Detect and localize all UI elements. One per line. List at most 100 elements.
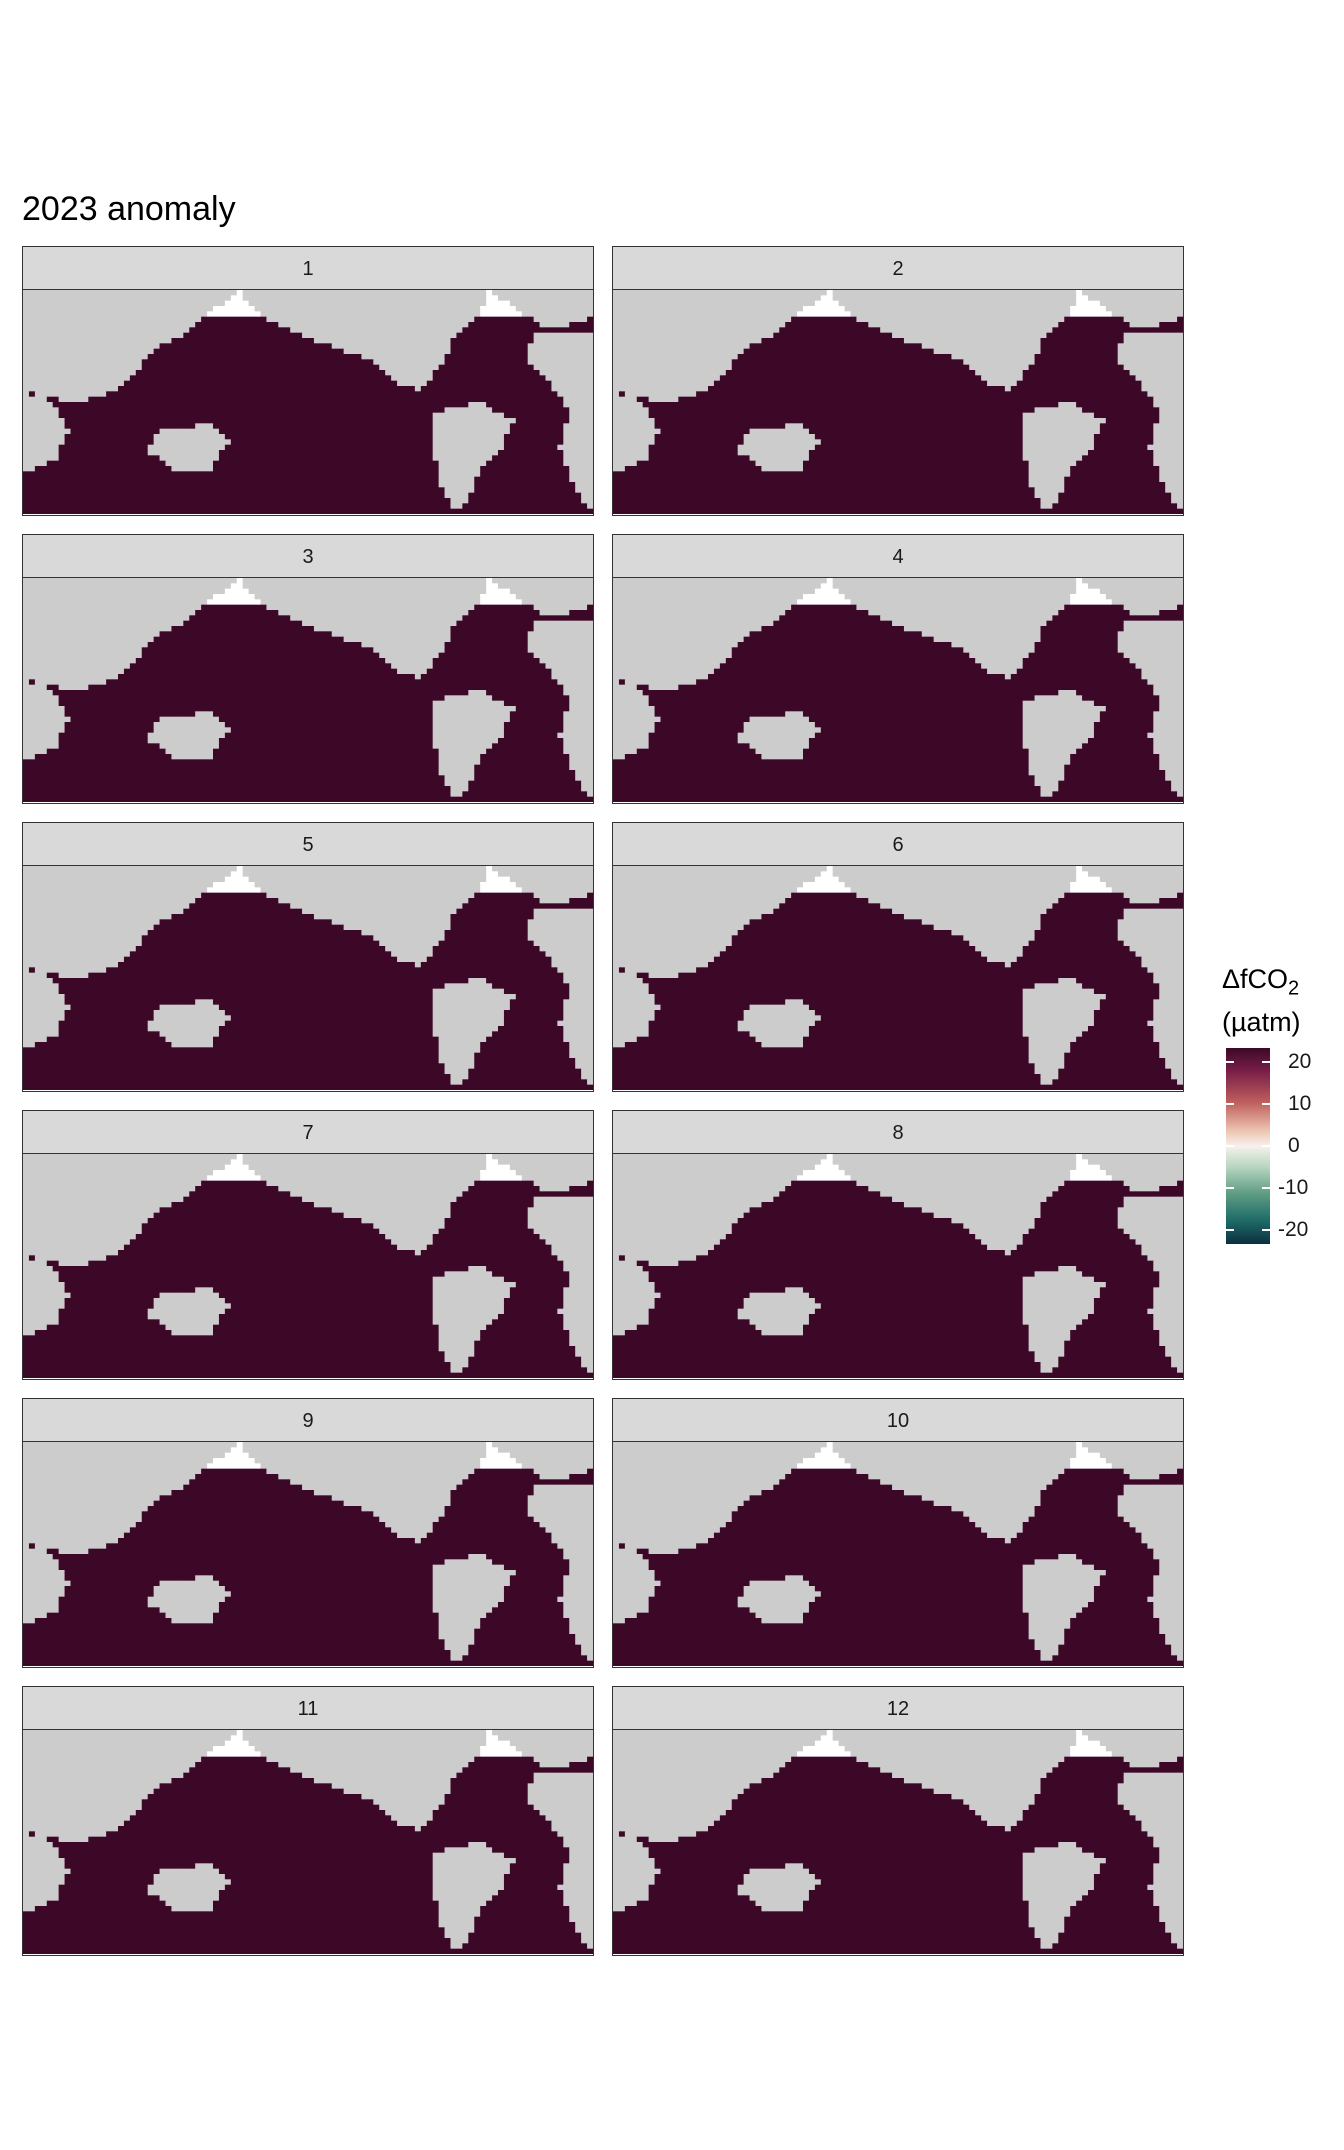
- anomaly-cell: [76, 466, 83, 472]
- land-cell: [569, 300, 576, 307]
- land-cell: [880, 300, 887, 307]
- anomaly-cell: [486, 338, 493, 344]
- anomaly-cell: [785, 332, 792, 339]
- anomaly-cell: [367, 375, 374, 382]
- land-cell: [302, 311, 309, 318]
- anomaly-cell: [189, 402, 196, 408]
- land-cell: [1004, 295, 1012, 302]
- land-cell: [76, 343, 83, 350]
- anomaly-cell: [272, 332, 279, 339]
- anomaly-cell: [515, 487, 523, 494]
- anomaly-cell: [58, 407, 65, 414]
- anomaly-cell: [779, 327, 786, 334]
- anomaly-cell: [248, 343, 255, 350]
- land-cell: [403, 375, 410, 382]
- land-cell: [201, 434, 208, 440]
- anomaly-cell: [236, 412, 244, 419]
- land-cell: [1004, 316, 1012, 323]
- land-cell: [52, 338, 60, 344]
- land-cell: [737, 316, 745, 323]
- anomaly-cell: [201, 327, 208, 334]
- anomaly-cell: [159, 412, 166, 419]
- anomaly-cell: [23, 471, 30, 478]
- land-cell: [159, 450, 166, 456]
- anomaly-cell: [503, 354, 511, 360]
- land-cell: [557, 316, 564, 323]
- land-cell: [539, 300, 546, 307]
- anomaly-cell: [319, 418, 327, 424]
- anomaly-cell: [248, 354, 255, 360]
- anomaly-cell: [189, 354, 196, 360]
- land-cell: [886, 316, 893, 323]
- land-cell: [981, 316, 988, 323]
- anomaly-cell: [123, 466, 131, 472]
- land-cell: [1010, 338, 1018, 344]
- land-cell: [903, 295, 911, 302]
- land-cell: [94, 327, 101, 334]
- land-cell: [70, 300, 77, 307]
- land-cell: [456, 498, 463, 504]
- land-cell: [462, 407, 469, 414]
- anomaly-cell: [242, 343, 250, 350]
- anomaly-cell: [426, 444, 434, 451]
- land-cell: [397, 311, 404, 318]
- anomaly-cell: [201, 407, 208, 414]
- anomaly-cell: [468, 375, 475, 382]
- anomaly-cell: [207, 407, 214, 414]
- anomaly-cell: [159, 391, 166, 398]
- land-cell: [998, 316, 1006, 323]
- land-cell: [539, 316, 546, 323]
- land-cell: [480, 300, 487, 307]
- anomaly-cell: [438, 492, 445, 499]
- land-cell: [135, 332, 143, 339]
- land-cell: [40, 338, 48, 344]
- land-cell: [1111, 311, 1119, 318]
- land-cell: [587, 295, 593, 302]
- anomaly-cell: [147, 418, 155, 424]
- land-cell: [432, 412, 440, 419]
- land-cell: [325, 295, 333, 302]
- anomaly-cell: [391, 450, 398, 456]
- land-cell: [660, 322, 667, 328]
- land-cell: [462, 434, 469, 440]
- anomaly-cell: [373, 466, 380, 472]
- land-cell: [456, 423, 463, 430]
- anomaly-cell: [480, 364, 487, 371]
- anomaly-cell: [1082, 327, 1089, 334]
- land-cell: [503, 423, 511, 430]
- anomaly-cell: [808, 316, 816, 323]
- anomaly-cell: [254, 364, 261, 371]
- land-cell: [737, 300, 745, 307]
- land-cell: [40, 423, 48, 430]
- land-cell: [106, 327, 113, 334]
- land-cell: [575, 370, 582, 376]
- land-cell: [302, 332, 309, 339]
- land-cell: [403, 364, 410, 371]
- anomaly-cell: [486, 503, 493, 510]
- land-cell: [408, 295, 416, 302]
- anomaly-cell: [343, 402, 350, 408]
- land-cell: [569, 364, 576, 371]
- anomaly-cell: [70, 503, 77, 510]
- anomaly-cell: [58, 471, 65, 478]
- land-cell: [981, 290, 988, 296]
- land-cell: [1147, 332, 1154, 339]
- anomaly-cell: [213, 348, 220, 355]
- anomaly-cell: [373, 508, 380, 514]
- land-cell: [296, 322, 303, 328]
- anomaly-cell: [521, 439, 529, 446]
- land-cell: [414, 338, 422, 344]
- anomaly-cell: [165, 359, 172, 366]
- anomaly-cell: [337, 503, 345, 510]
- nodata-cell: [492, 300, 499, 307]
- land-cell: [963, 295, 970, 302]
- land-cell: [666, 332, 673, 339]
- land-cell: [1177, 300, 1183, 307]
- anomaly-cell: [278, 370, 285, 376]
- land-cell: [719, 322, 727, 328]
- anomaly-cell: [254, 423, 261, 430]
- anomaly-cell: [207, 391, 214, 398]
- land-cell: [438, 471, 445, 478]
- land-cell: [28, 444, 36, 451]
- land-cell: [648, 332, 655, 339]
